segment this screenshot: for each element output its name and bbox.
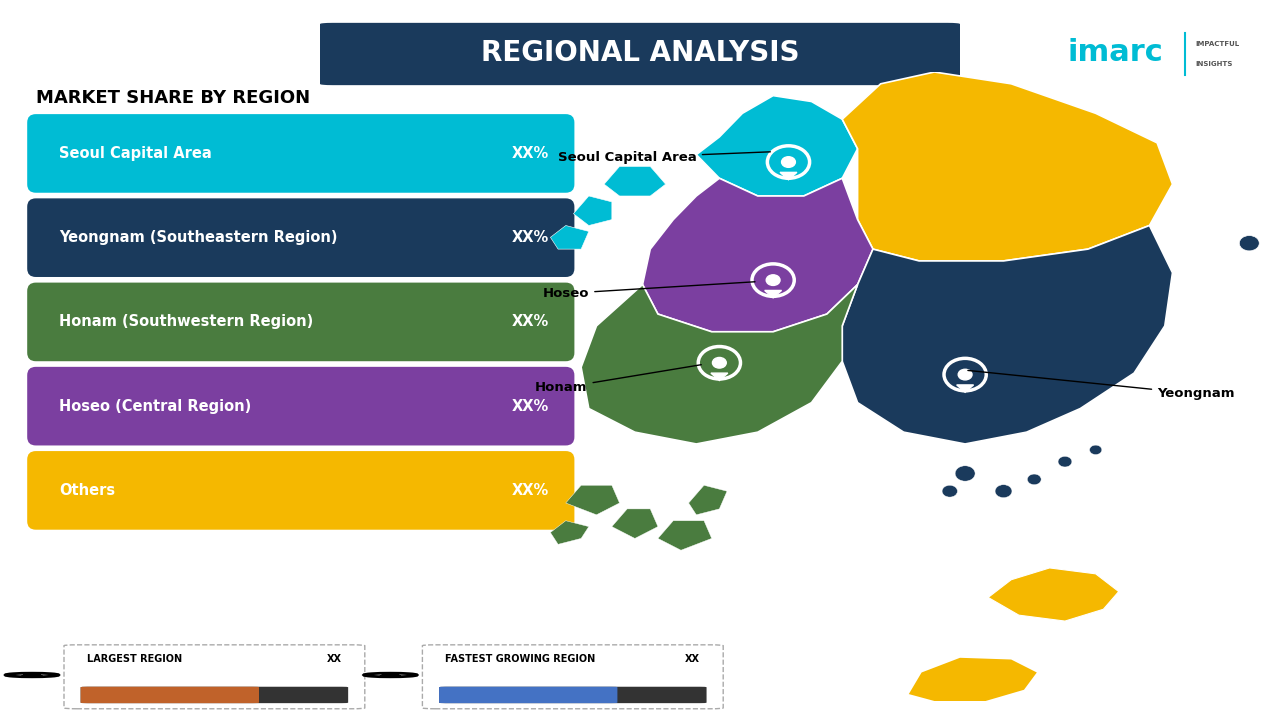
Circle shape	[1239, 235, 1260, 251]
Text: Hoseo: Hoseo	[543, 282, 755, 300]
Polygon shape	[612, 509, 658, 539]
Circle shape	[959, 369, 972, 380]
Polygon shape	[988, 568, 1119, 621]
Text: FASTEST GROWING REGION: FASTEST GROWING REGION	[445, 654, 595, 665]
Circle shape	[1059, 456, 1071, 467]
Circle shape	[1028, 474, 1041, 485]
Polygon shape	[780, 172, 797, 180]
Text: Honam (Southwestern Region): Honam (Southwestern Region)	[59, 315, 314, 330]
Polygon shape	[956, 385, 974, 392]
Polygon shape	[550, 521, 589, 544]
Polygon shape	[22, 676, 42, 677]
Circle shape	[767, 275, 780, 285]
FancyBboxPatch shape	[27, 282, 575, 361]
Circle shape	[782, 157, 795, 167]
Circle shape	[995, 485, 1012, 498]
Text: XX%: XX%	[511, 146, 549, 161]
Text: Honam: Honam	[535, 365, 701, 395]
FancyBboxPatch shape	[27, 451, 575, 530]
FancyBboxPatch shape	[439, 687, 707, 703]
Polygon shape	[696, 96, 858, 196]
Polygon shape	[909, 658, 1037, 701]
Polygon shape	[581, 284, 858, 444]
FancyBboxPatch shape	[439, 687, 617, 703]
Text: MARKET SHARE BY REGION: MARKET SHARE BY REGION	[36, 89, 310, 107]
Polygon shape	[689, 485, 727, 515]
Polygon shape	[604, 166, 666, 196]
Text: Yeongnam (Southeastern Region): Yeongnam (Southeastern Region)	[59, 230, 338, 246]
Polygon shape	[842, 72, 1172, 261]
Polygon shape	[380, 676, 401, 677]
Text: INSIGHTS: INSIGHTS	[1196, 60, 1233, 67]
FancyBboxPatch shape	[27, 367, 575, 446]
Text: IMPACTFUL: IMPACTFUL	[1196, 41, 1239, 48]
Polygon shape	[842, 225, 1172, 444]
Polygon shape	[658, 521, 712, 550]
Text: imarc: imarc	[1068, 38, 1162, 67]
Text: XX%: XX%	[511, 230, 549, 246]
FancyBboxPatch shape	[27, 198, 575, 277]
FancyBboxPatch shape	[81, 687, 348, 703]
Text: XX%: XX%	[511, 399, 549, 414]
Polygon shape	[643, 179, 873, 332]
Circle shape	[955, 466, 975, 481]
Text: XX: XX	[685, 654, 700, 665]
Text: Seoul Capital Area: Seoul Capital Area	[558, 151, 771, 164]
Text: REGIONAL ANALYSIS: REGIONAL ANALYSIS	[481, 39, 799, 67]
Text: XX%: XX%	[511, 483, 549, 498]
Polygon shape	[710, 373, 728, 380]
Text: XX%: XX%	[511, 315, 549, 330]
FancyBboxPatch shape	[27, 114, 575, 193]
Circle shape	[1089, 445, 1102, 454]
Polygon shape	[573, 196, 612, 225]
Text: Seoul Capital Area: Seoul Capital Area	[59, 146, 211, 161]
Text: Hoseo (Central Region): Hoseo (Central Region)	[59, 399, 251, 414]
Polygon shape	[566, 485, 620, 515]
Polygon shape	[764, 290, 782, 298]
Text: LARGEST REGION: LARGEST REGION	[87, 654, 182, 665]
Polygon shape	[550, 225, 589, 249]
Circle shape	[942, 485, 957, 497]
Text: XX: XX	[326, 654, 342, 665]
FancyBboxPatch shape	[320, 24, 960, 84]
Circle shape	[713, 357, 726, 368]
FancyBboxPatch shape	[81, 687, 259, 703]
Text: Yeongnam: Yeongnam	[968, 370, 1235, 400]
Text: Others: Others	[59, 483, 115, 498]
